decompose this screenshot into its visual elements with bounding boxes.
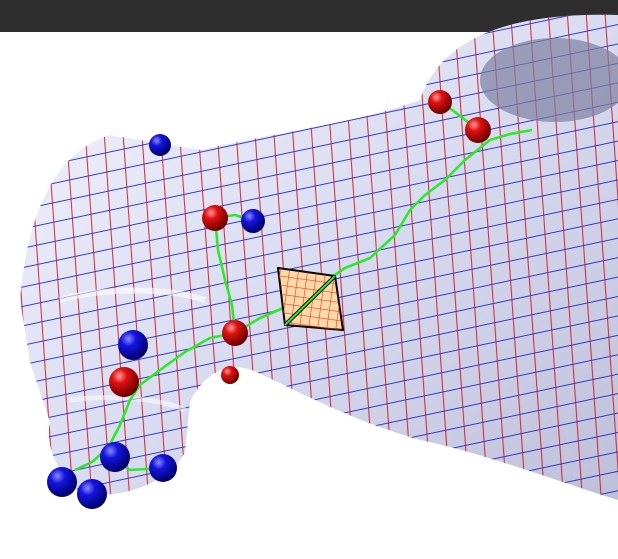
red-handle: [109, 367, 139, 397]
red-handle: [202, 205, 228, 231]
ring-hole: [480, 38, 618, 122]
curve: [213, 217, 237, 334]
highlight: [69, 395, 187, 413]
blue-handle: [149, 134, 171, 156]
blue-handle: [47, 467, 77, 497]
patch: [276, 266, 345, 332]
blue-handle: [149, 454, 177, 482]
red-handle: [428, 90, 452, 114]
red-handle: [221, 366, 239, 384]
blue-handle: [77, 479, 107, 509]
patch-diagonal: [284, 275, 336, 326]
highlight: [59, 287, 206, 303]
handles: [47, 90, 491, 509]
red-handle: [465, 117, 491, 143]
red-handle: [222, 320, 248, 346]
blue-handle: [241, 209, 265, 233]
blue-handle: [100, 442, 130, 472]
blue-handle: [118, 330, 148, 360]
